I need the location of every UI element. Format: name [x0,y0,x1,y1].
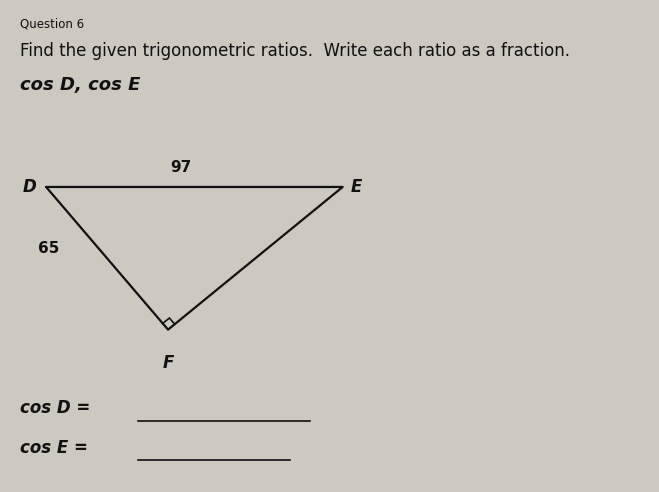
Text: E: E [351,178,362,196]
Text: Find the given trigonometric ratios.  Write each ratio as a fraction.: Find the given trigonometric ratios. Wri… [20,42,570,60]
Text: F: F [162,354,174,372]
Text: cos D, cos E: cos D, cos E [20,76,140,94]
Text: cos D =: cos D = [20,400,90,417]
Text: cos E =: cos E = [20,439,88,457]
Text: D: D [22,178,36,196]
Text: 97: 97 [171,160,192,175]
Text: Question 6: Question 6 [20,17,84,30]
Text: 65: 65 [38,241,59,256]
